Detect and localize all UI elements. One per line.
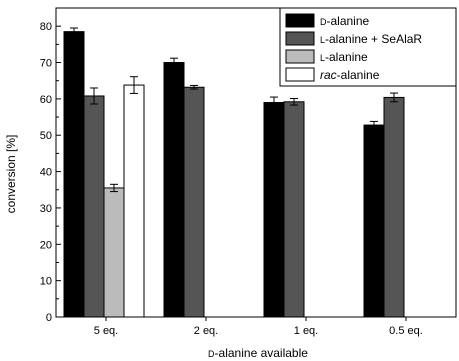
bar-d-alanine-1-eq [263,102,285,318]
bar-l-alanine-5-eq [103,187,125,318]
bar-d-alanine-0-5-eq [363,124,385,318]
axes-group: 0 10 20 30 40 50 60 70 80 5 eq. 2 eq. 1 eq. 0.5 eq. [40,7,457,337]
bar-d-alanine-2-eq [163,62,185,318]
x-tick-label: 1 eq. [294,325,318,337]
legend-item-rac-alanine: rac-alanine [285,67,380,82]
x-tick-label: 0.5 eq. [389,325,423,337]
error-bar-l-alanine-5-eq [110,183,118,193]
bar-rac-alanine-5-eq [123,84,145,318]
legend-label: L-alanine + SeAlaR [320,32,422,46]
error-bar-l-alanine-sealar-2-eq [190,84,198,90]
error-bar-rac-alanine-5-eq [130,76,138,94]
legend-item-l-alanine-sealar: L-alanine + SeAlaR [285,31,422,46]
y-tick-label: 10 [40,276,52,288]
legend-label: L-alanine [320,50,368,64]
legend-item-d-alanine: D-alanine [285,13,370,28]
bar-l-alanine-sealar-1-eq [283,101,305,318]
legend-item-l-alanine: L-alanine [285,49,368,64]
error-bar-d-alanine-5-eq [70,27,78,36]
y-tick-label: 40 [40,167,52,179]
y-tick-label: 20 [40,239,52,251]
y-tick-label: 70 [40,58,52,70]
error-bar-l-alanine-sealar-0-5-eq [390,92,398,103]
y-axis-title: conversion [%] [4,135,18,214]
bar-l-alanine-sealar-2-eq [183,86,205,318]
legend-swatch [285,49,315,64]
legend-swatch [285,31,315,46]
y-tick-label: 0 [46,312,52,324]
bars-group [63,31,405,318]
x-tick-label: 2 eq. [194,325,218,337]
legend-swatch [285,13,315,28]
bar-l-alanine-sealar-0-5-eq [383,96,405,318]
error-bar-d-alanine-2-eq [170,57,178,68]
bar-d-alanine-5-eq [63,31,85,318]
legend-label: rac-alanine [320,68,380,82]
plot-frame [55,7,457,318]
x-tick-label: 5 eq. [94,325,118,337]
error-bar-d-alanine-1-eq [270,96,278,109]
bar-l-alanine-sealar-5-eq [83,95,105,318]
legend: D-alanine L-alanine + SeAlaR L-alanine rac-… [279,7,457,87]
legend-label: D-alanine [320,14,370,28]
error-bar-l-alanine-sealar-1-eq [290,98,298,106]
y-tick-label: 60 [40,94,52,106]
y-tick-label: 50 [40,130,52,142]
x-axis-title: D-alanine available [208,346,308,360]
error-bars-group [70,27,398,193]
error-bar-l-alanine-sealar-5-eq [90,87,98,105]
error-bar-d-alanine-0-5-eq [370,120,378,130]
y-tick-label: 80 [40,21,52,33]
y-tick-label: 30 [40,203,52,215]
legend-swatch [285,67,315,82]
